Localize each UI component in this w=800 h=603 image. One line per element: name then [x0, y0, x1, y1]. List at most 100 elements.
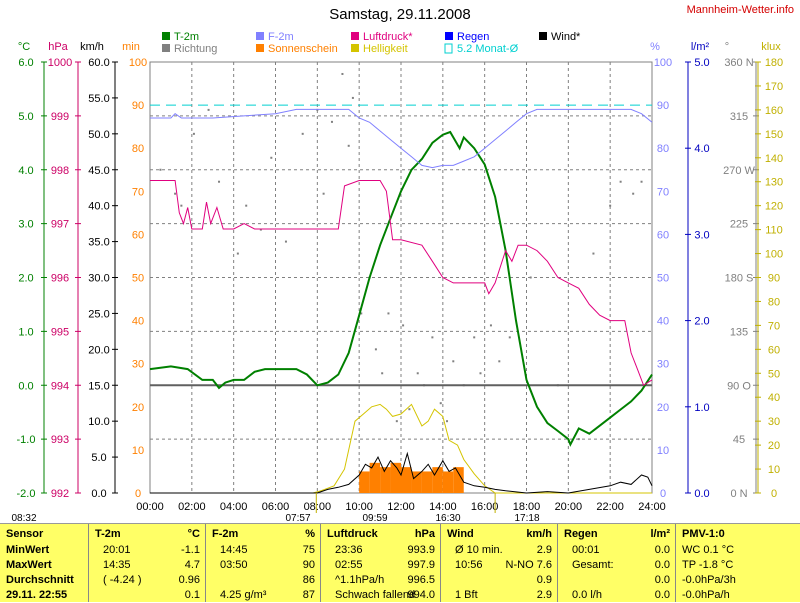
direction-point [640, 180, 643, 183]
stats-cell-label: ( -4.24 ) [103, 574, 142, 586]
stats-row: Ø 10 min. 2.9 [441, 543, 558, 558]
temp-axis-tick: 4.0 [18, 165, 33, 177]
legend-swatch [445, 32, 453, 40]
direction-point [452, 360, 455, 363]
wind-axis-tick: 35.0 [88, 237, 109, 249]
stats-cell-label: 1 Bft [455, 589, 478, 601]
stats-cell: WC 0.1 °C [682, 544, 735, 556]
stats-cell-value: N-NO 7.6 [505, 559, 552, 571]
wind-axis-tick: 40.0 [88, 201, 109, 213]
lux-axis-tick: 90 [768, 273, 780, 285]
stats-cell-value: 994.0 [407, 589, 435, 601]
x-tick-label: 16:00 [471, 501, 499, 513]
direction-point [330, 120, 333, 123]
axis-unit-hum: % [650, 41, 660, 53]
temp-axis-tick: 1.0 [18, 326, 33, 338]
direction-point [439, 402, 442, 405]
stats-cell-label: 14:45 [220, 544, 248, 556]
stats-row: 0.9 [441, 573, 558, 588]
stats-header-row: T-2m °C [89, 527, 206, 542]
stats-row: 14:45 75 [206, 543, 321, 558]
series-sonnenschein-bar [453, 467, 464, 493]
wind-axis-tick: 10.0 [88, 416, 109, 428]
stats-row: 02:55 997.9 [321, 558, 441, 573]
lux-axis-tick: 150 [765, 129, 783, 141]
hum-axis-tick: 30 [657, 359, 669, 371]
direction-point [159, 168, 162, 171]
direction-point [446, 420, 449, 423]
axis-unit-temp: °C [18, 41, 30, 53]
legend-swatch [162, 44, 170, 52]
stats-row: MinWert [0, 543, 88, 558]
plot-area [149, 61, 653, 494]
press-axis-tick: 999 [51, 111, 69, 123]
stats-row: 14:35 4.7 [89, 558, 206, 573]
x-tick-label: 02:00 [178, 501, 206, 513]
dir-axis-tick: 135 [730, 326, 748, 338]
stats-row: MaxWert [0, 558, 88, 573]
daylight-start-time: 08:32 [11, 513, 36, 523]
stats-cell-value: 0.9 [536, 574, 552, 586]
stats-header-row: Regen l/m² [558, 527, 676, 542]
x-tick-label: 10:00 [345, 501, 373, 513]
stats-cell-label: 03:50 [220, 559, 248, 571]
stats-header-row: Wind km/h [441, 527, 558, 542]
direction-point [301, 132, 304, 135]
stats-header-row: PMV-1:0 [676, 527, 800, 542]
series-luftdruck--line [150, 180, 653, 387]
stats-cell-label: 14:35 [103, 559, 131, 571]
press-axis-tick: 998 [51, 165, 69, 177]
sun-axis-tick: 0 [135, 488, 141, 500]
lux-axis-tick: 130 [765, 177, 783, 189]
stats-column: Wind km/h Ø 10 min. 2.9 10:56 N-NO 7.6 0.9 1 Bf… [440, 524, 558, 602]
legend-label: 5.2 Monat-Ø [457, 43, 519, 55]
series-sonnenschein-bar [380, 467, 391, 493]
stats-cell-value: 0.96 [178, 574, 200, 586]
stats-unit: °C [187, 528, 200, 540]
direction-point [341, 72, 344, 75]
direction-point [592, 252, 595, 255]
x-tick-label: 20:00 [555, 501, 583, 513]
lux-axis-tick: 80 [768, 296, 780, 308]
axis-unit-lux: klux [761, 41, 781, 53]
temp-axis-tick: 5.0 [18, 111, 33, 123]
sunshine-start-time: 09:59 [362, 513, 387, 523]
direction-point [387, 312, 390, 315]
stats-cell-value: 90 [302, 559, 315, 571]
stats-header: F-2m [212, 528, 239, 540]
stats-cell-label: 0.0 l/h [572, 589, 602, 601]
x-tick-label: 04:00 [220, 501, 248, 513]
series-wind--line [150, 451, 653, 494]
stats-table: Sensor MinWert MaxWert Durchschnitt 29.11. 2… [0, 523, 800, 602]
hum-axis-tick: 70 [657, 186, 669, 198]
stats-row: 29.11. 22:55 [0, 588, 88, 603]
direction-point [402, 324, 405, 327]
legend-swatch [162, 32, 170, 40]
hum-axis-tick: 80 [657, 143, 669, 155]
stats-cell-value: 0.0 [654, 559, 670, 571]
press-axis-tick: 996 [51, 273, 69, 285]
stats-row: 0.0 [558, 573, 676, 588]
direction-point [180, 204, 183, 207]
stats-row: ( -4.24 ) 0.96 [89, 573, 206, 588]
lux-axis-tick: 50 [768, 368, 780, 380]
stats-cell-value: 997.9 [407, 559, 435, 571]
stats-header: Regen [564, 528, 598, 540]
direction-point [381, 372, 384, 375]
series-t-2m-line [149, 130, 653, 447]
stats-cell-label: 00:01 [572, 544, 600, 556]
direction-point [192, 132, 195, 135]
hum-axis-tick: 40 [657, 316, 669, 328]
hum-axis-tick: 100 [654, 57, 672, 69]
temp-axis-tick: 0.0 [18, 380, 33, 392]
temp-axis-tick: 6.0 [18, 57, 33, 69]
stats-header: Wind [447, 528, 474, 540]
stats-cell-value: 0.1 [184, 589, 200, 601]
wind-axis-tick: 25.0 [88, 308, 109, 320]
x-tick-label: 12:00 [387, 501, 415, 513]
stats-header: PMV-1:0 [682, 528, 725, 540]
site-link[interactable]: Mannheim-Wetter.info [686, 4, 794, 16]
axis-unit-rain: l/m² [691, 41, 710, 53]
wind-axis-tick: 30.0 [88, 273, 109, 285]
